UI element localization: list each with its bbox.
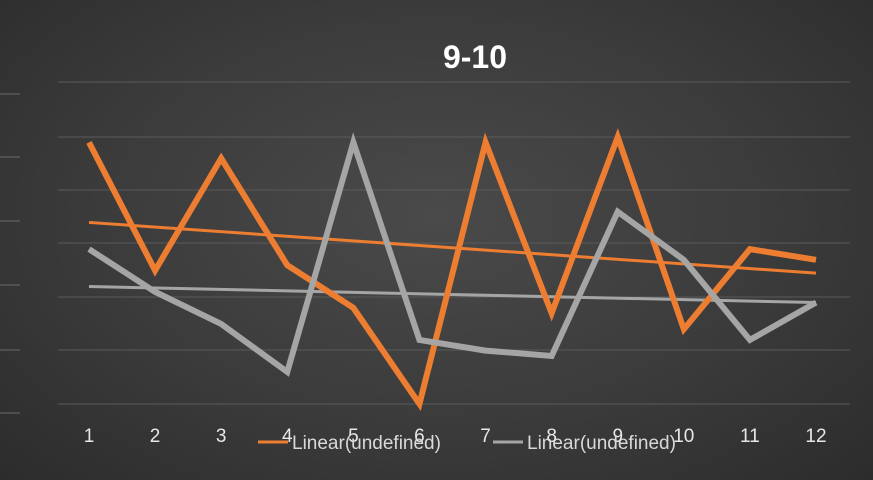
legend-label-1: Linear(undefined) [292,433,441,454]
x-tick-label-7: 7 [480,426,491,447]
x-axis-ticks: 1 2 3 4 5 6 7 8 9 10 11 12 [84,426,827,447]
trendlines [88,220,817,305]
x-tick-label-9: 9 [612,426,623,447]
x-tick-label-6: 6 [414,426,425,447]
x-tick-label-11: 11 [740,426,760,447]
x-tick-label-5: 5 [348,426,359,447]
x-tick-label-1: 1 [84,426,95,447]
legend-item-1: Linear(undefined) [258,433,441,454]
legend: Linear(undefined) Linear(undefined) [258,433,676,454]
x-tick-label-12: 12 [805,426,826,447]
x-tick-label-8: 8 [546,426,557,447]
legend-label-2: Linear(undefined) [527,433,676,454]
left-edge-ticks [0,93,20,414]
series-line-1 [86,128,817,412]
gridlines [58,81,850,405]
x-tick-label-3: 3 [216,426,227,447]
series-line-2 [87,132,818,377]
legend-item-2: Linear(undefined) [493,433,676,454]
chart-title: 9-10 [443,39,507,75]
trendline-2 [88,285,817,305]
series-lines [86,128,818,412]
x-tick-label-2: 2 [150,426,161,447]
x-tick-label-4: 4 [282,426,293,447]
trendline-1 [88,220,817,275]
x-tick-label-10: 10 [673,426,694,447]
